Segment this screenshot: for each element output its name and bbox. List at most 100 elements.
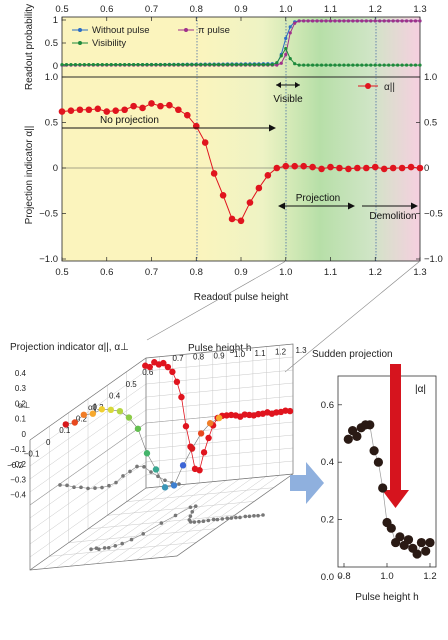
- alpha-point: [363, 164, 370, 172]
- middle-xlabel: Readout pulse height: [194, 292, 289, 303]
- series-marker: [149, 63, 154, 67]
- panel-3d: Projection indicator α||, α⊥ Pulse heigh…: [7, 342, 307, 571]
- inset-xtick-label: 1.0: [380, 571, 393, 582]
- inset-xtick-label: 1.2: [423, 571, 436, 582]
- 3d-ztick-label: 0.3: [15, 384, 27, 393]
- top-xtick-label: 0.6: [100, 4, 113, 15]
- series-marker: [413, 19, 418, 23]
- series-marker: [243, 63, 248, 67]
- gray-wall-point: [72, 485, 76, 490]
- series-marker: [225, 63, 230, 67]
- 3d-xtick-label: 0.8: [193, 353, 205, 362]
- series-marker: [167, 63, 171, 67]
- box-edge: [145, 473, 294, 489]
- series-marker: [373, 19, 377, 23]
- red-point: [164, 363, 172, 371]
- mid-xtick-label: 1.2: [369, 267, 382, 278]
- grid-line: [145, 434, 294, 450]
- inset-point: [412, 549, 422, 559]
- series-marker: [378, 19, 382, 23]
- gray-floor-point: [129, 537, 134, 542]
- series-marker: [315, 19, 319, 23]
- 3d-ytick-label: 0.1: [59, 426, 71, 435]
- red-point: [160, 359, 167, 367]
- grid-line: [145, 395, 294, 411]
- series-marker: [136, 63, 140, 67]
- gray-floor-point: [229, 516, 234, 520]
- alpha-point: [318, 165, 325, 173]
- color-point: [143, 450, 151, 457]
- 3d-ytick-label: 0.5: [126, 380, 138, 389]
- series-marker: [114, 63, 118, 67]
- series-marker: [185, 63, 189, 67]
- alpha-point: [157, 102, 164, 110]
- top-xtick-label: 0.7: [145, 4, 158, 15]
- alpha-point: [416, 164, 424, 172]
- color-point: [206, 420, 214, 427]
- mid-xtick-label: 0.6: [100, 267, 113, 278]
- series-marker: [275, 61, 279, 65]
- red-point: [286, 407, 294, 415]
- box-edge: [29, 487, 147, 571]
- series-marker: [199, 63, 203, 67]
- series-marker: [396, 63, 400, 67]
- inset-ytick-label: 0.0: [321, 572, 334, 583]
- grid-line: [68, 528, 216, 543]
- inset-point: [425, 537, 435, 548]
- alpha-point: [264, 171, 272, 179]
- series-marker: [297, 63, 301, 67]
- alpha-point: [112, 107, 119, 114]
- 3d-ytick-label: 0.6: [142, 368, 154, 377]
- gray-floor-point: [201, 519, 206, 523]
- alpha-point: [175, 106, 182, 114]
- alpha-point: [103, 108, 111, 115]
- series-marker: [118, 63, 122, 67]
- series-marker: [73, 63, 78, 67]
- red-point: [182, 423, 190, 430]
- 3d-ticks: 0.7 0.8 0.9 1.0 1.1 1.2 1.30.40.30.20.10−0.1−0…: [7, 346, 307, 499]
- series-marker: [364, 19, 368, 23]
- inset-point: [343, 434, 353, 444]
- legend-pi-pulse: π pulse: [198, 25, 230, 36]
- gray-floor-point: [247, 514, 252, 519]
- mid-xtick-label: 0.8: [190, 267, 203, 278]
- gray-floor-point: [113, 544, 118, 548]
- series-marker: [288, 31, 292, 35]
- color-point: [98, 406, 106, 413]
- series-marker: [140, 63, 145, 67]
- gray-wall-point: [107, 483, 111, 488]
- mid-ytick-label: 0: [53, 163, 58, 174]
- series-marker: [342, 19, 346, 23]
- alpha-point: [130, 102, 137, 110]
- top-xtick-label: 0.8: [190, 4, 203, 15]
- series-marker: [404, 19, 409, 23]
- series-marker: [355, 19, 359, 23]
- series-marker: [288, 57, 292, 61]
- series-marker: [279, 54, 283, 58]
- series-marker: [163, 63, 167, 67]
- series-marker: [154, 63, 158, 67]
- alpha-point: [76, 106, 84, 114]
- demolition-arrowhead: [411, 202, 418, 210]
- inset-point: [352, 431, 362, 441]
- no-projection-label: No projection: [100, 115, 159, 126]
- series-marker: [132, 63, 136, 67]
- 3d-ztick-label: 0.4: [15, 369, 27, 378]
- gray-wall-point: [121, 474, 125, 478]
- gray-floor-point: [188, 520, 193, 524]
- visible-arrowheads: [276, 82, 300, 88]
- inset-xtick-label: 0.8: [337, 571, 350, 582]
- legend-alpha: α||: [384, 82, 395, 93]
- visible-label: Visible: [273, 94, 303, 105]
- inset-point: [403, 535, 414, 545]
- grid-line: [145, 447, 294, 463]
- series-marker: [333, 19, 337, 23]
- red-point: [173, 378, 181, 386]
- 3d-grid: [29, 343, 294, 571]
- series-marker: [382, 19, 386, 23]
- series-marker: [230, 63, 234, 67]
- series-marker: [360, 63, 364, 67]
- series-marker: [60, 63, 64, 67]
- gray-wall-point: [79, 485, 83, 490]
- no-projection-arrowhead: [269, 124, 276, 132]
